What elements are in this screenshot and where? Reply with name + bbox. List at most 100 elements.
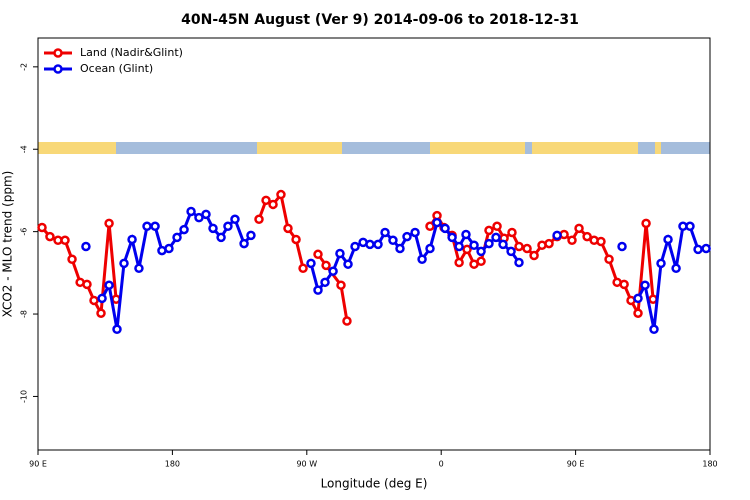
point [604,254,614,264]
point [619,279,629,290]
point [395,243,405,254]
point [313,249,323,260]
point [574,223,584,234]
point [529,250,539,261]
point [127,234,137,245]
point [552,230,562,241]
point [82,279,92,290]
point [425,221,435,232]
point [671,263,681,274]
point [484,238,494,249]
point [506,246,516,257]
point [641,218,651,229]
point [440,223,450,234]
point [328,266,338,276]
legend-label: Ocean (Glint) [80,62,153,75]
point [663,234,673,245]
point [461,229,471,240]
x-tick-label: 90 E [29,460,47,469]
point [507,227,517,238]
point [179,224,189,235]
point [216,232,226,243]
point [544,238,554,249]
point [67,254,77,264]
point [596,236,606,247]
point [321,260,331,271]
y-tick-label: -4 [20,145,29,153]
point [454,257,464,268]
point [150,221,160,232]
y-tick-label: -2 [20,63,29,71]
point [492,221,502,232]
point [246,230,256,241]
y-axis-label: XCO2 - MLO trend (ppm) [1,171,15,318]
point [268,199,278,210]
point [313,285,323,295]
point [45,231,55,242]
point [164,243,174,254]
point [685,221,695,232]
x-tick-label: 90 E [567,460,585,469]
point [172,232,182,243]
point [343,259,353,269]
point [417,254,427,264]
point [97,293,107,304]
point [276,189,286,200]
y-tick-label: -8 [20,310,29,318]
point [447,232,457,243]
point [640,280,650,290]
point [194,212,204,223]
point [476,256,486,267]
point [335,248,345,259]
point [514,257,524,268]
chart-title: 40N-45N August (Ver 9) 2014-09-06 to 201… [181,12,579,28]
point [491,232,501,243]
point [402,231,412,242]
point [208,223,218,234]
point [298,263,308,274]
point [514,241,524,252]
series-line [40,191,655,322]
point [201,209,211,220]
point [104,280,114,290]
x-tick-label: 180 [702,460,717,469]
point [656,258,666,269]
point [96,308,106,318]
point [432,217,442,228]
x-tick-label: 0 [439,460,444,469]
point [476,246,486,257]
point [223,221,233,232]
point [37,222,47,233]
point [186,206,196,217]
point [410,227,420,238]
x-axis-label: Longitude (deg E) [321,477,428,491]
point [119,258,129,269]
point [365,239,375,250]
y-tick-label: -6 [20,228,29,236]
point [469,240,479,250]
point [498,239,508,250]
point [134,263,144,274]
point [89,295,99,306]
point [283,223,293,234]
point [112,324,122,335]
point [142,221,152,232]
point [81,241,91,252]
point [454,241,464,252]
point [239,238,249,249]
plot-frame [37,37,711,451]
point [701,243,711,254]
x-tick-label: 180 [165,460,180,469]
point [633,308,643,318]
point [342,316,352,326]
point [484,225,494,236]
y-tick-label: -10 [20,390,29,403]
point [261,195,271,206]
point [306,258,316,269]
x-tick-label: 90 W [296,460,317,469]
legend-label: Land (Nadir&Glint) [80,46,183,59]
legend-marker [53,48,63,58]
point [320,277,330,288]
